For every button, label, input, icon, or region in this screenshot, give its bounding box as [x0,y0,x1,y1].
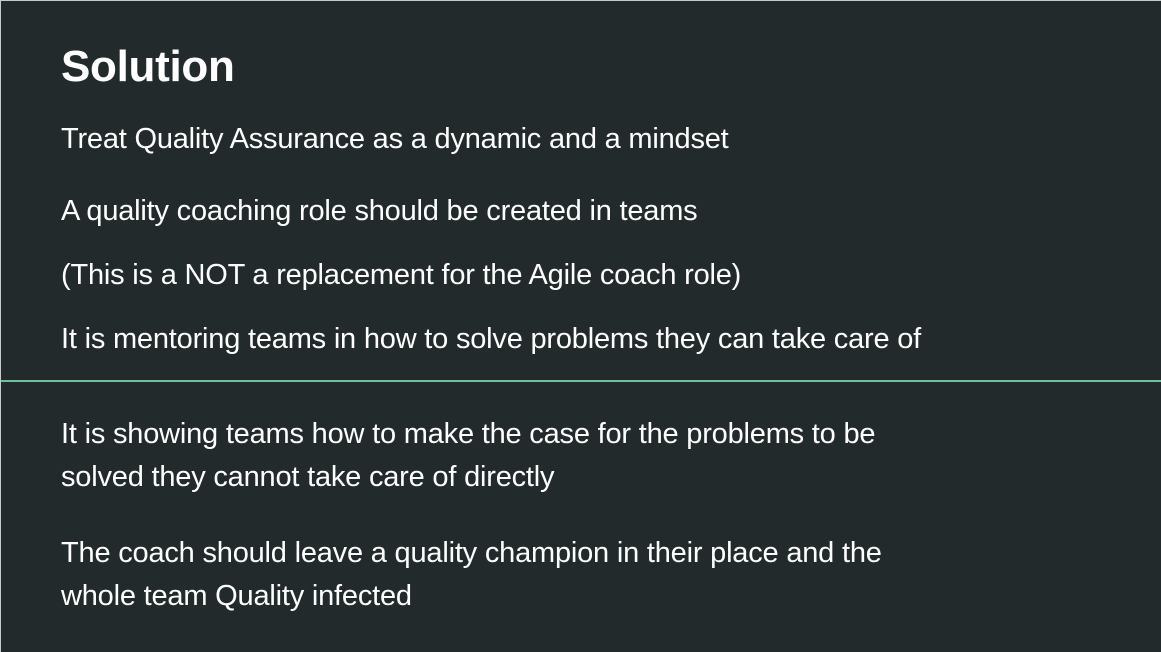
slide-text-line: A quality coaching role should be create… [61,195,698,227]
slide-text-line: (This is a NOT a replacement for the Agi… [61,259,742,291]
slide-text-line: It is mentoring teams in how to solve pr… [61,323,922,355]
slide-title: Solution [61,42,235,91]
slide-text-line: Treat Quality Assurance as a dynamic and… [61,123,729,155]
section-divider [1,380,1161,382]
slide-text-line: It is showing teams how to make the case… [61,418,876,450]
slide-text-line: solved they cannot take care of directly [61,461,555,493]
slide-text-line: The coach should leave a quality champio… [61,537,882,569]
slide-text-line: whole team Quality infected [61,580,412,612]
